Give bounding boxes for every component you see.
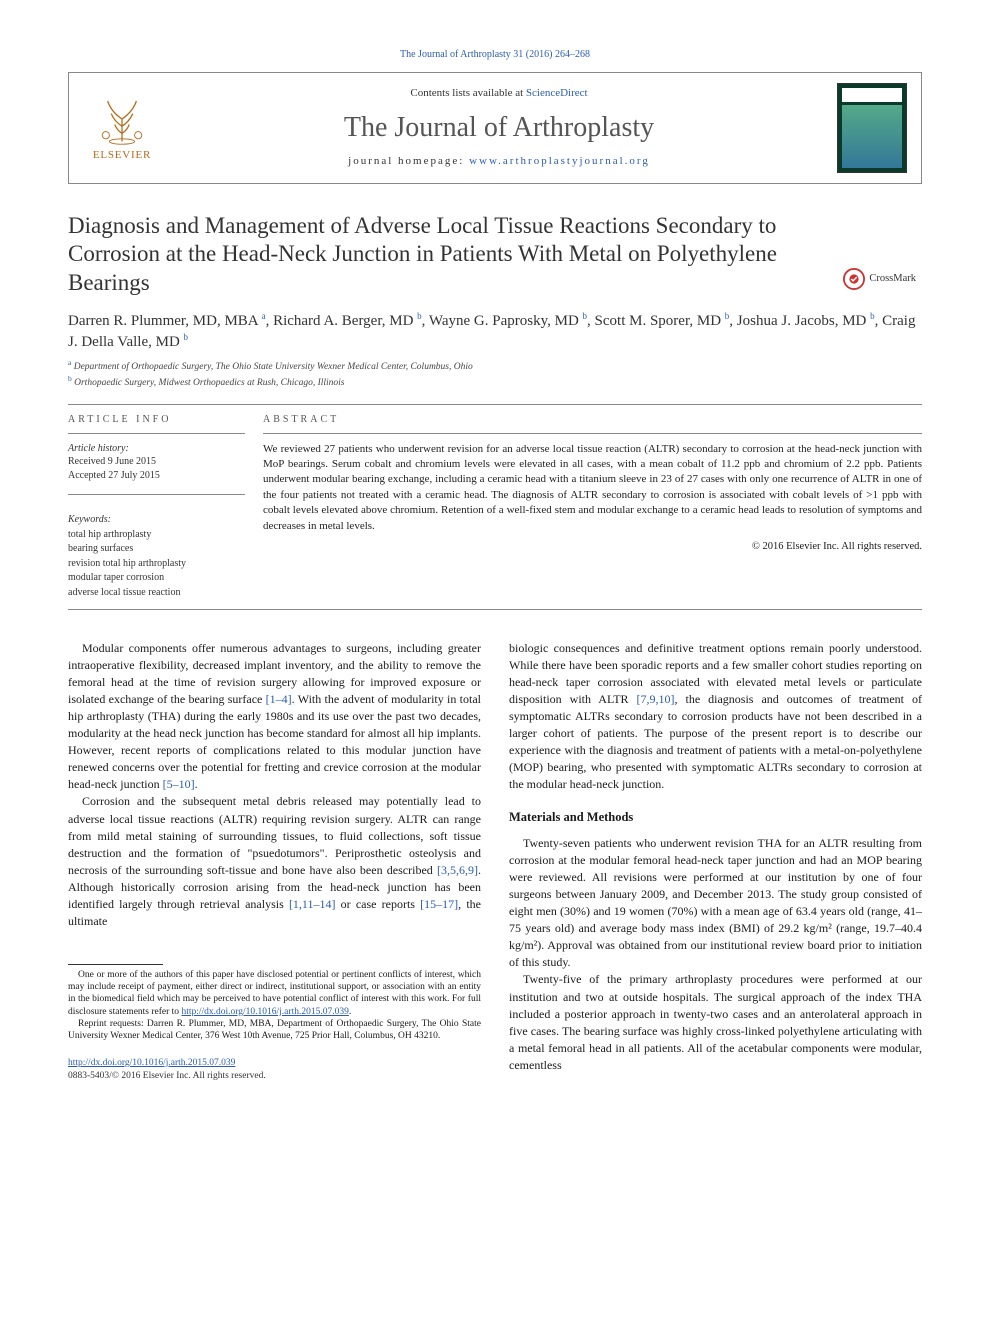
article-title: Diagnosis and Management of Adverse Loca… bbox=[68, 212, 922, 298]
footer: http://dx.doi.org/10.1016/j.arth.2015.07… bbox=[68, 1057, 481, 1084]
elsevier-tree-icon bbox=[95, 92, 149, 146]
section-heading-methods: Materials and Methods bbox=[509, 809, 922, 827]
elsevier-logo: ELSEVIER bbox=[83, 92, 161, 163]
abstract-copyright: © 2016 Elsevier Inc. All rights reserved… bbox=[263, 540, 922, 554]
article-info-heading: article info bbox=[68, 413, 245, 427]
crossmark-label: CrossMark bbox=[869, 272, 916, 286]
citation-link[interactable]: [1,11–14] bbox=[289, 897, 336, 911]
crossmark-icon bbox=[843, 268, 865, 290]
contents-prefix: Contents lists available at bbox=[410, 87, 525, 99]
reprint-footnote: Reprint requests: Darren R. Plummer, MD,… bbox=[68, 1018, 481, 1043]
rule bbox=[68, 494, 245, 495]
journal-title: The Journal of Arthroplasty bbox=[161, 109, 837, 147]
keyword: modular taper corrosion bbox=[68, 571, 245, 585]
coi-doi-link[interactable]: http://dx.doi.org/10.1016/j.arth.2015.07… bbox=[181, 1007, 348, 1017]
author: , Scott M. Sporer, MD bbox=[587, 313, 725, 329]
affiliations: a Department of Orthopaedic Surgery, The… bbox=[68, 358, 922, 390]
rule bbox=[263, 433, 922, 434]
citation-link[interactable]: [15–17] bbox=[420, 897, 458, 911]
citation-link[interactable]: [7,9,10] bbox=[637, 692, 675, 706]
sciencedirect-link[interactable]: ScienceDirect bbox=[526, 87, 588, 99]
abstract-text: We reviewed 27 patients who underwent re… bbox=[263, 442, 922, 534]
author: Darren R. Plummer, MD, MBA bbox=[68, 313, 262, 329]
citation-link[interactable]: [5–10] bbox=[163, 777, 195, 791]
homepage-prefix: journal homepage: bbox=[348, 155, 469, 167]
abstract-heading: abstract bbox=[263, 413, 922, 427]
keyword: bearing surfaces bbox=[68, 542, 245, 556]
journal-homepage-line: journal homepage: www.arthroplastyjourna… bbox=[161, 154, 837, 169]
body-columns: Modular components offer numerous advant… bbox=[68, 640, 922, 1084]
history-accepted: Accepted 27 July 2015 bbox=[68, 469, 245, 483]
keywords-list: total hip arthroplasty bearing surfaces … bbox=[68, 528, 245, 600]
rule bbox=[68, 609, 922, 610]
history-label: Article history: bbox=[68, 443, 129, 454]
body-paragraph: biologic consequences and definitive tre… bbox=[509, 640, 922, 793]
body-paragraph: Twenty-five of the primary arthroplasty … bbox=[509, 971, 922, 1073]
affil-text: Department of Orthopaedic Surgery, The O… bbox=[71, 362, 472, 372]
crossmark-badge[interactable]: CrossMark bbox=[843, 268, 916, 290]
publisher-name: ELSEVIER bbox=[93, 148, 151, 163]
contents-line: Contents lists available at ScienceDirec… bbox=[161, 86, 837, 101]
journal-homepage-link[interactable]: www.arthroplastyjournal.org bbox=[469, 155, 650, 167]
footnote-rule bbox=[68, 964, 163, 965]
left-column: Modular components offer numerous advant… bbox=[68, 640, 481, 1084]
citation-link[interactable]: [1–4] bbox=[266, 692, 292, 706]
running-head: The Journal of Arthroplasty 31 (2016) 26… bbox=[68, 48, 922, 62]
doi-link[interactable]: http://dx.doi.org/10.1016/j.arth.2015.07… bbox=[68, 1058, 235, 1068]
keyword: revision total hip arthroplasty bbox=[68, 557, 245, 571]
keyword: total hip arthroplasty bbox=[68, 528, 245, 542]
author: , Joshua J. Jacobs, MD bbox=[729, 313, 870, 329]
author: , Wayne G. Paprosky, MD bbox=[422, 313, 583, 329]
body-paragraph: Twenty-seven patients who underwent revi… bbox=[509, 835, 922, 971]
journal-header: ELSEVIER Contents lists available at Sci… bbox=[68, 72, 922, 184]
rule bbox=[68, 404, 922, 405]
journal-cover-thumbnail bbox=[837, 83, 907, 173]
issn-copyright: 0883-5403/© 2016 Elsevier Inc. All right… bbox=[68, 1071, 266, 1081]
body-paragraph: Corrosion and the subsequent metal debri… bbox=[68, 793, 481, 929]
author-list: Darren R. Plummer, MD, MBA a, Richard A.… bbox=[68, 310, 922, 353]
keyword: adverse local tissue reaction bbox=[68, 586, 245, 600]
footnotes: One or more of the authors of this paper… bbox=[68, 969, 481, 1043]
rule bbox=[68, 433, 245, 434]
citation-link[interactable]: [3,5,6,9] bbox=[437, 863, 478, 877]
history-received: Received 9 June 2015 bbox=[68, 455, 245, 469]
keywords-label: Keywords: bbox=[68, 513, 245, 527]
affil-text: Orthopaedic Surgery, Midwest Orthopaedic… bbox=[72, 378, 345, 388]
body-paragraph: Modular components offer numerous advant… bbox=[68, 640, 481, 793]
affil-ref: b bbox=[184, 332, 189, 342]
author: , Richard A. Berger, MD bbox=[266, 313, 418, 329]
right-column: biologic consequences and definitive tre… bbox=[509, 640, 922, 1084]
